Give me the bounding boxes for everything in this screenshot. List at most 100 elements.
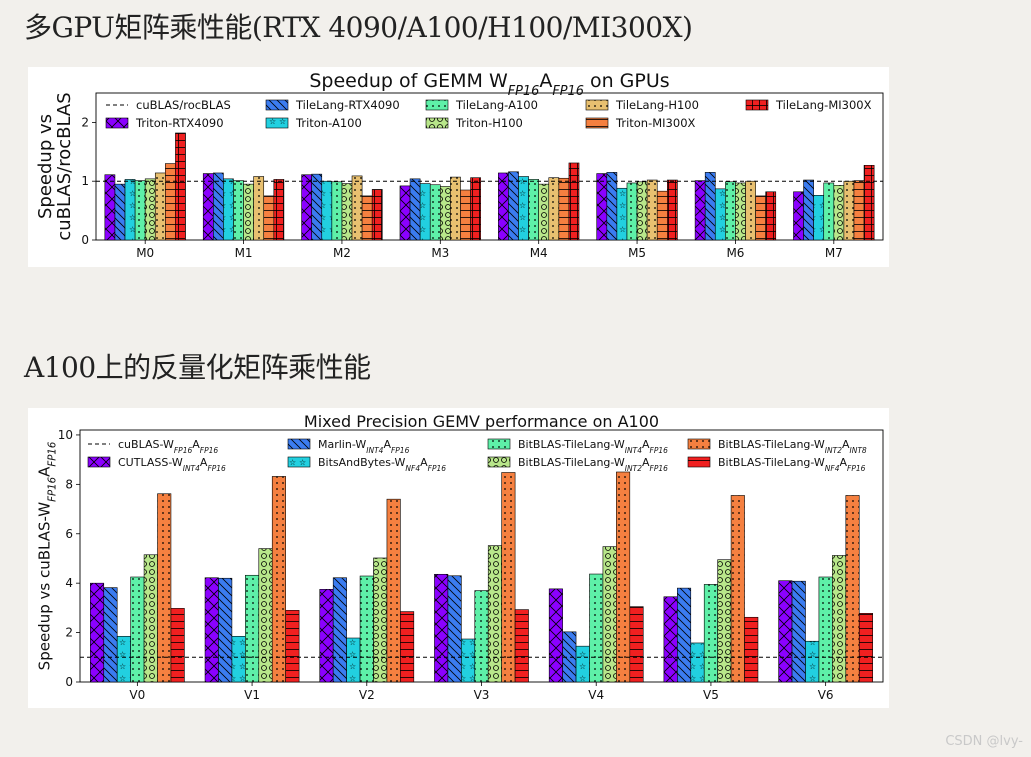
x-tick-label: M6 [726,246,744,260]
bar-hatch [690,642,705,682]
y-tick-label: 0 [81,233,89,247]
bar-hatch [765,191,776,240]
bar-hatch [203,173,214,240]
bar-hatch [859,613,873,682]
bar-hatch [695,180,706,240]
bar-hatch [400,611,414,682]
bar-hatch [647,180,658,240]
y-tick-label: 10 [58,428,73,442]
bar-hatch [725,181,736,240]
bar-hatch [677,588,691,682]
bar-hatch [114,184,126,240]
y-tick-label: 0 [65,675,73,689]
legend-label: TileLang-A100 [455,98,538,112]
legend-label: BitsAndBytes-WNF4AFP16 [318,456,446,473]
bar-hatch [258,548,273,682]
bar-hatch [263,195,274,240]
bar-hatch [744,617,758,682]
bar-hatch [558,178,569,240]
bar-hatch [362,195,373,240]
chart-title: Speedup of GEMM WFP16AFP16 on GPUs [309,70,669,99]
legend-swatch-hatch [488,439,510,449]
gemm-speedup-figure: ☆Speedup of GEMM WFP16AFP16 on GPUsSpeed… [28,67,889,267]
legend-swatch-hatch [688,457,710,467]
y-tick-label: 1 [81,174,89,188]
x-tick-label: M7 [825,246,843,260]
bar-hatch [175,132,186,240]
bar-hatch [103,587,118,682]
bar-hatch [589,574,603,682]
bar-hatch [715,188,726,240]
legend-label: Marlin-WINT4AFP16 [318,438,410,455]
bar-hatch [125,179,136,240]
bar-hatch [864,165,875,240]
legend-label: Triton-A100 [295,116,362,130]
y-axis-label-line: Speedup vs cuBLAS-WFP16AFP16 [35,441,58,670]
bar-hatch [606,172,617,240]
bar-hatch [130,577,145,682]
bar-hatch [498,172,509,240]
legend-swatch-hatch [746,100,768,110]
bar-hatch [596,173,607,240]
legend-label: Triton-H100 [455,116,523,130]
x-tick-label: V0 [129,688,145,702]
x-tick-label: M5 [628,246,646,260]
bar-hatch [272,476,286,682]
bar-hatch [576,646,590,682]
legend-swatch-hatch [586,118,608,128]
bar-hatch [832,555,846,682]
bar-hatch [253,176,264,240]
bar-hatch [731,495,745,682]
legend-label: cuBLAS-WFP16AFP16 [118,438,218,455]
bar-hatch [157,493,171,682]
bar-hatch [735,182,746,240]
bar-hatch [508,171,519,240]
legend-label: TileLang-H100 [615,98,699,112]
x-tick-label: V2 [359,688,375,702]
bar-hatch [90,583,104,682]
legend-swatch-hatch [688,439,710,449]
bar-hatch [117,636,131,682]
bar-hatch [440,186,451,240]
bar-hatch [341,183,353,240]
bar-hatch [373,557,387,682]
bar-hatch [602,546,617,682]
legend-swatch-hatch [288,457,310,467]
gemm-speedup-chart: ☆Speedup of GEMM WFP16AFP16 on GPUsSpeed… [35,70,884,260]
legend-label: CUTLASS-WINT4AFP16 [118,456,226,473]
bar-hatch [331,181,342,240]
x-tick-label: M1 [235,246,253,260]
legend-swatch-hatch [426,100,448,110]
bar-hatch [346,638,361,682]
bar-hatch [223,178,234,240]
bar-hatch [233,180,244,240]
bar-hatch [793,191,804,240]
bar-hatch [213,172,224,240]
bar-hatch [399,185,411,240]
bar-hatch [319,589,334,682]
legend-swatch-hatch [266,100,288,110]
legend-label: Triton-RTX4090 [135,116,224,130]
bar-hatch [145,178,156,240]
y-axis-label-line: Speedup vs [35,114,56,219]
bar-hatch [805,641,819,682]
legend-label: BitBLAS-TileLang-WINT2AFP16 [518,456,668,473]
bar-hatch [245,575,259,682]
bar-hatch [657,191,668,240]
section-heading-a100-dequant: A100上的反量化矩阵乘性能 [24,351,371,384]
bar-hatch [823,182,834,240]
y-axis-label-line: cuBLAS/rocBLAS [54,92,75,240]
bar-hatch [321,181,332,240]
bar-hatch [218,578,232,682]
bar-hatch [755,195,766,240]
bar-hatch [637,181,648,240]
legend-swatch-hatch [266,118,288,128]
bar-hatch [663,596,678,682]
legend-label: TileLang-RTX4090 [295,98,400,112]
bar-hatch [155,172,166,240]
bar-hatch [410,178,421,240]
bar-hatch [285,610,300,682]
bar-hatch [518,176,529,240]
bar-hatch [818,577,833,682]
